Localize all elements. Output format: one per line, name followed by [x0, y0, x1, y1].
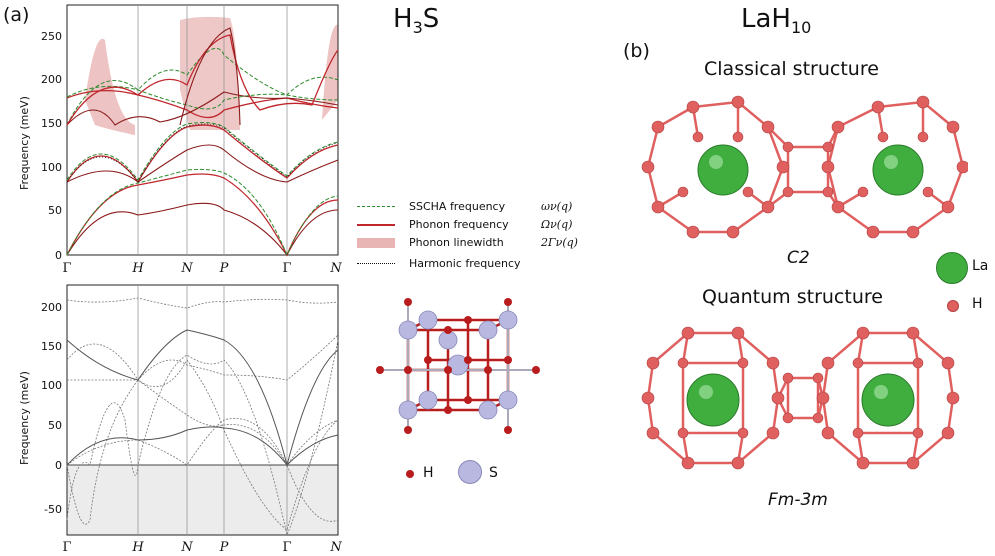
linewidth-swatch [357, 237, 395, 249]
top-ylabel: Frequency (meV) [18, 96, 31, 190]
svg-text:200: 200 [41, 301, 62, 314]
harmonic-swatch [357, 258, 395, 270]
svg-text:N: N [180, 540, 193, 555]
legend-linewidth: Phonon linewidth 2Γν(q) [357, 236, 578, 249]
panel-a-label: (a) [3, 4, 30, 26]
linewidth-band [322, 24, 338, 120]
svg-text:P: P [219, 540, 229, 555]
svg-text:100: 100 [41, 161, 62, 174]
lah10-title: LaH10 [741, 4, 812, 38]
quantum-title: Quantum structure [702, 286, 883, 308]
la-atom [872, 144, 924, 196]
h-atoms [376, 298, 540, 434]
phonon-branch [179, 27, 241, 126]
svg-text:N: N [180, 261, 193, 276]
classical-space-group: C2 [787, 248, 810, 268]
svg-text:Γ: Γ [282, 261, 291, 276]
la-atom-highlight [884, 155, 898, 169]
h-atom-icon-lah10 [947, 300, 959, 312]
sscha-swatch [357, 201, 395, 213]
plot-frame [66, 4, 339, 256]
h-atom-label-lah10: H [972, 296, 983, 312]
legend-sscha: SSCHA frequency ων(q) [357, 200, 572, 213]
s-atoms [398, 310, 518, 420]
classical-h-atoms [641, 95, 968, 239]
svg-text:50: 50 [48, 419, 62, 432]
svg-text:100: 100 [41, 379, 62, 392]
svg-text:250: 250 [41, 30, 62, 43]
sscha-branch [66, 47, 339, 126]
bottom-dispersion-plot: -50 0 50 100 150 200 Frequency (meV) Γ H… [18, 284, 342, 555]
bottom-yticks: -50 0 50 100 150 200 [41, 301, 62, 516]
svg-text:N: N [329, 540, 342, 555]
svg-text:200: 200 [41, 73, 62, 86]
la-atom [861, 373, 915, 427]
classical-structure [641, 95, 968, 239]
svg-text:Γ: Γ [62, 540, 71, 555]
h-atom-icon [406, 470, 414, 478]
phonon-branch [66, 34, 339, 126]
quantum-space-group: Fm-3m [768, 490, 828, 510]
top-dispersion-plot: 0 50 100 150 200 250 Frequency (meV) Γ H… [18, 4, 342, 276]
phonon-swatch [357, 219, 395, 231]
phonon-branch [66, 91, 339, 126]
classical-title: Classical structure [704, 58, 879, 80]
svg-text:50: 50 [48, 204, 62, 217]
phonon-branch [66, 124, 339, 184]
s-atom-label: S [489, 465, 498, 481]
legend-harmonic: Harmonic frequency [357, 257, 541, 270]
sscha-branch [66, 168, 339, 257]
bottom-xticks: Γ H N P Γ N [62, 540, 342, 555]
la-atom-highlight [709, 155, 723, 169]
svg-text:Γ: Γ [282, 540, 291, 555]
svg-text:N: N [329, 261, 342, 276]
imaginary-region [67, 465, 338, 535]
bottom-ylabel: Frequency (meV) [18, 371, 31, 465]
h3s-title: H3S [393, 4, 440, 38]
svg-text:H: H [131, 261, 144, 276]
sscha-branch [66, 122, 339, 181]
acoustic-branch [66, 426, 339, 466]
legend-phonon: Phonon frequency Ων(q) [357, 218, 572, 231]
svg-text:Γ: Γ [62, 261, 71, 276]
s-atom-icon [458, 460, 482, 484]
h3s-crystal-structure [376, 298, 540, 434]
optical-branch [66, 329, 339, 467]
harmonic-branch [66, 123, 339, 183]
panel-b-label: (b) [623, 40, 650, 62]
la-atom [686, 373, 740, 427]
svg-text:0: 0 [55, 249, 62, 262]
la-atom-highlight [874, 385, 888, 399]
sscha-branch [66, 85, 339, 110]
la-atom-icon [936, 252, 968, 284]
svg-text:150: 150 [41, 117, 62, 130]
la-atom-label: La [972, 258, 989, 274]
svg-text:0: 0 [55, 459, 62, 472]
phonon-branch [66, 144, 339, 183]
la-atom-highlight [699, 385, 713, 399]
svg-text:P: P [219, 261, 229, 276]
plot-frame [66, 284, 339, 536]
top-yticks: 0 50 100 150 200 250 [41, 30, 62, 262]
la-atom [697, 144, 749, 196]
phonon-branch [66, 202, 339, 257]
linewidth-band [180, 16, 240, 130]
svg-text:H: H [131, 540, 144, 555]
svg-text:-50: -50 [44, 503, 62, 516]
top-xticks: Γ H N P Γ N [62, 261, 342, 276]
quantum-h-atoms [641, 326, 960, 470]
svg-text:150: 150 [41, 340, 62, 353]
quantum-structure [641, 326, 960, 470]
h-atom-label: H [423, 465, 434, 481]
